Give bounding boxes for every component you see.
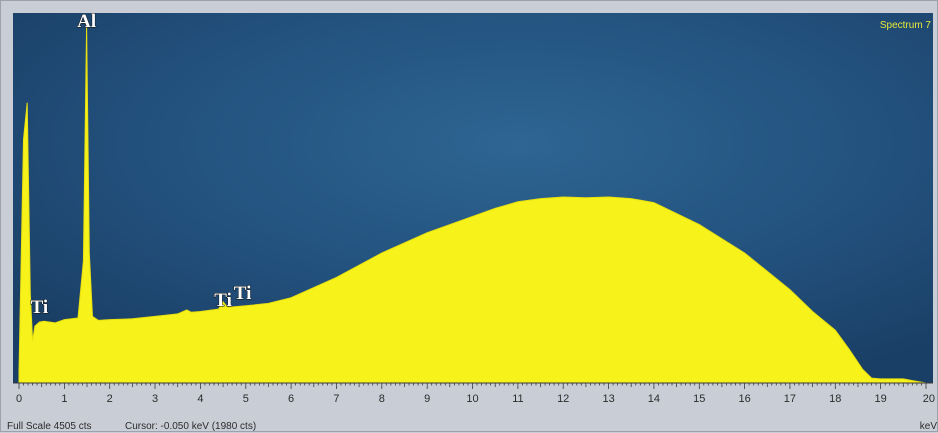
x-tick-label-14: 14 — [648, 393, 660, 405]
x-tick-label-15: 15 — [693, 393, 705, 405]
x-tick-label-4: 4 — [197, 393, 203, 405]
x-tick-label-1: 1 — [61, 393, 67, 405]
x-tick-label-11: 11 — [512, 393, 523, 405]
x-tick-label-0: 0 — [16, 393, 22, 405]
peak-label-ti-3: Ti — [234, 283, 252, 304]
x-tick-label-18: 18 — [829, 393, 841, 405]
x-tick-label-17: 17 — [784, 393, 796, 405]
spectrum-name: Spectrum 7 — [880, 20, 932, 31]
x-tick-label-9: 9 — [424, 393, 430, 405]
x-tick-label-16: 16 — [738, 393, 750, 405]
x-tick-label-2: 2 — [107, 393, 113, 405]
cursor-readout: Cursor: -0.050 keV (1980 cts) — [125, 421, 256, 432]
x-tick-label-3: 3 — [152, 393, 158, 405]
x-tick-label-6: 6 — [288, 393, 294, 405]
x-tick-label-12: 12 — [557, 393, 569, 405]
full-scale-readout: Full Scale 4505 cts — [7, 421, 92, 432]
spectrum-area — [18, 25, 927, 384]
peak-label-ti-2: Ti — [214, 290, 232, 311]
x-tick-label-10: 10 — [466, 393, 478, 405]
peak-label-ti-1: Ti — [31, 297, 49, 318]
peak-label-al-0: Al — [77, 11, 96, 32]
x-axis-unit: keV — [920, 421, 938, 432]
x-tick-label-13: 13 — [602, 393, 614, 405]
x-tick-label-8: 8 — [379, 393, 385, 405]
x-axis-strip — [13, 383, 933, 399]
x-tick-label-19: 19 — [874, 393, 886, 405]
x-tick-label-7: 7 — [333, 393, 339, 405]
x-tick-label-20: 20 — [923, 393, 935, 405]
x-tick-label-5: 5 — [243, 393, 249, 405]
